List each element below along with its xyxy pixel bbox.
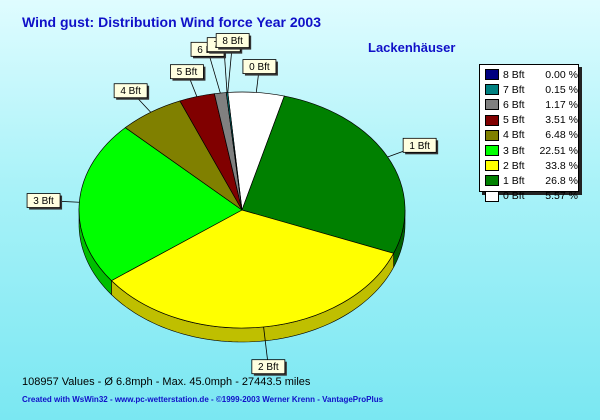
- legend-item: 0 Bft 5.57 %: [485, 189, 578, 204]
- legend-item: 1 Bft 26.8 %: [485, 173, 578, 188]
- slice-label: 8 Bft: [215, 33, 252, 50]
- legend: 8 Bft 0.00 % 7 Bft 0.15 % 6 Bft 1.17 % 5 Bft 3.…: [479, 64, 579, 202]
- slice-label-text: 8 Bft: [222, 36, 243, 47]
- legend-item: 3 Bft 22.51 %: [485, 143, 578, 158]
- legend-label: 4 Bft: [503, 129, 525, 142]
- legend-value: 22.51 %: [539, 144, 578, 157]
- legend-item: 8 Bft 0.00 %: [485, 67, 578, 82]
- legend-swatch: [485, 145, 499, 157]
- footer-stats: 108957 Values - Ø 6.8mph - Max. 45.0mph …: [22, 376, 311, 388]
- legend-swatch: [485, 84, 499, 96]
- chart-title: Wind gust: Distribution Wind force Year …: [22, 14, 321, 30]
- slice-label-text: 5 Bft: [177, 67, 198, 78]
- legend-swatch: [485, 175, 499, 187]
- legend-label: 8 Bft: [503, 68, 525, 81]
- slice-label-text: 4 Bft: [120, 86, 141, 97]
- slice-label: 5 Bft: [170, 64, 206, 81]
- legend-value: 26.8 %: [545, 174, 578, 187]
- slice-label: 4 Bft: [113, 83, 150, 100]
- legend-swatch: [485, 160, 499, 172]
- legend-label: 3 Bft: [503, 144, 525, 157]
- legend-swatch: [485, 129, 499, 141]
- legend-item: 4 Bft 6.48 %: [485, 128, 578, 143]
- slice-label-text: 3 Bft: [33, 196, 54, 207]
- legend-item: 5 Bft 3.51 %: [485, 113, 578, 128]
- legend-label: 1 Bft: [503, 174, 525, 187]
- legend-swatch: [485, 190, 499, 202]
- legend-value: 1.17 %: [545, 98, 578, 111]
- slice-label: 3 Bft: [26, 193, 63, 210]
- legend-label: 5 Bft: [503, 114, 525, 127]
- legend-label: 7 Bft: [503, 83, 525, 96]
- footer-credits: Created with WsWin32 - www.pc-wetterstat…: [22, 395, 384, 404]
- slice-label-text: 0 Bft: [249, 62, 270, 73]
- legend-value: 33.8 %: [545, 159, 578, 172]
- legend-value: 5.57 %: [545, 190, 578, 203]
- slice-label: 0 Bft: [242, 59, 278, 76]
- chart-subtitle: Lackenhäuser: [368, 40, 456, 55]
- pie-slice-layer: [78, 91, 406, 329]
- slice-label: 1 Bft: [402, 137, 439, 155]
- pie-slice-1-bft: [241, 95, 406, 254]
- slice-label-text: 1 Bft: [409, 141, 430, 152]
- legend-label: 6 Bft: [503, 98, 525, 111]
- slice-label-text: 2 Bft: [258, 362, 279, 373]
- legend-value: 0.00 %: [545, 68, 578, 81]
- legend-value: 6.48 %: [545, 129, 578, 142]
- legend-label: 2 Bft: [503, 159, 525, 172]
- legend-swatch: [485, 99, 499, 111]
- slice-label: 2 Bft: [251, 359, 287, 376]
- legend-value: 3.51 %: [545, 114, 578, 127]
- legend-label: 0 Bft: [503, 190, 525, 203]
- legend-value: 0.15 %: [545, 83, 578, 96]
- legend-swatch: [485, 114, 499, 126]
- legend-item: 7 Bft 0.15 %: [485, 82, 578, 97]
- legend-swatch: [485, 69, 499, 81]
- legend-item: 6 Bft 1.17 %: [485, 97, 578, 112]
- legend-item: 2 Bft 33.8 %: [485, 158, 578, 173]
- pie-slice-2-bft: [110, 209, 395, 329]
